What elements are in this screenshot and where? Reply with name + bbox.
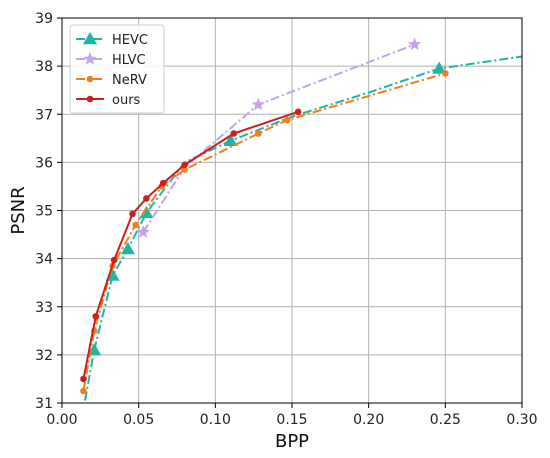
- legend: HEVC HLVC NeRV ours: [69, 24, 165, 114]
- data-point-ours: [110, 256, 118, 264]
- legend-item-nerv: NeRV: [76, 73, 147, 88]
- x-tick-label: 0.30: [506, 412, 537, 428]
- x-tick-label: 0.00: [46, 412, 77, 428]
- data-point-ours: [92, 313, 100, 320]
- y-tick-label: 35: [35, 204, 53, 220]
- data-point-ours: [159, 179, 167, 187]
- legend-item-hevc: HEVC: [76, 32, 148, 48]
- data-point-ours: [294, 108, 302, 116]
- legend-item-ours: ours: [76, 93, 141, 108]
- x-tick-label: 0.25: [430, 412, 461, 428]
- x-tick-label: 0.05: [123, 412, 154, 428]
- y-tick-label: 32: [35, 348, 53, 364]
- legend-marker-nerv: [86, 75, 94, 83]
- y-tick-label: 37: [35, 107, 53, 123]
- y-tick-label: 34: [35, 252, 53, 268]
- data-point-ours: [129, 210, 136, 218]
- y-tick-label: 36: [35, 155, 53, 171]
- data-point-nerv: [80, 387, 87, 395]
- data-point-hlvc: [408, 37, 422, 51]
- data-point-ours: [80, 375, 87, 383]
- series-ours: [80, 108, 302, 383]
- legend-marker-ours: [86, 95, 94, 103]
- data-point-nerv: [254, 130, 262, 137]
- data-point-nerv: [181, 166, 188, 173]
- series-line-hlvc: [142, 43, 416, 233]
- data-point-nerv: [284, 116, 291, 124]
- series-layer: [80, 37, 522, 401]
- y-ticks: 31 32 33 34 35 36 37 38 39: [35, 11, 62, 412]
- y-tick-label: 38: [35, 59, 53, 75]
- x-tick-label: 0.15: [276, 412, 307, 428]
- data-point-hevc: [432, 61, 447, 74]
- x-tick-label: 0.20: [353, 412, 384, 428]
- data-point-ours: [230, 130, 238, 137]
- data-point-hevc: [120, 242, 135, 255]
- data-point-ours: [143, 195, 150, 202]
- legend-marker-hevc: [83, 32, 97, 45]
- data-point-ours: [181, 161, 188, 169]
- y-axis-label: PSNR: [8, 186, 29, 234]
- x-ticks: 0.00 0.05 0.10 0.15 0.20 0.25 0.30: [46, 403, 538, 428]
- y-tick-label: 39: [35, 11, 53, 27]
- data-point-hlvc: [136, 225, 150, 238]
- series-line-nerv: [82, 72, 446, 392]
- x-axis-label: BPP: [275, 431, 309, 452]
- data-point-hevc: [223, 133, 238, 146]
- legend-label: HLVC: [112, 53, 146, 68]
- y-tick-label: 33: [35, 300, 53, 316]
- series-hlvc: [136, 37, 422, 238]
- legend-item-hlvc: HLVC: [76, 52, 146, 68]
- data-point-hlvc: [251, 97, 265, 111]
- series-line-ours: [82, 110, 299, 380]
- legend-label: ours: [112, 93, 141, 108]
- x-tick-label: 0.10: [200, 412, 231, 428]
- legend-label: HEVC: [112, 33, 148, 48]
- legend-marker-hlvc: [83, 52, 97, 65]
- y-tick-label: 31: [35, 396, 53, 412]
- data-point-nerv: [132, 221, 139, 229]
- legend-box: [69, 24, 165, 114]
- data-point-nerv: [442, 70, 449, 77]
- legend-label: NeRV: [112, 73, 147, 88]
